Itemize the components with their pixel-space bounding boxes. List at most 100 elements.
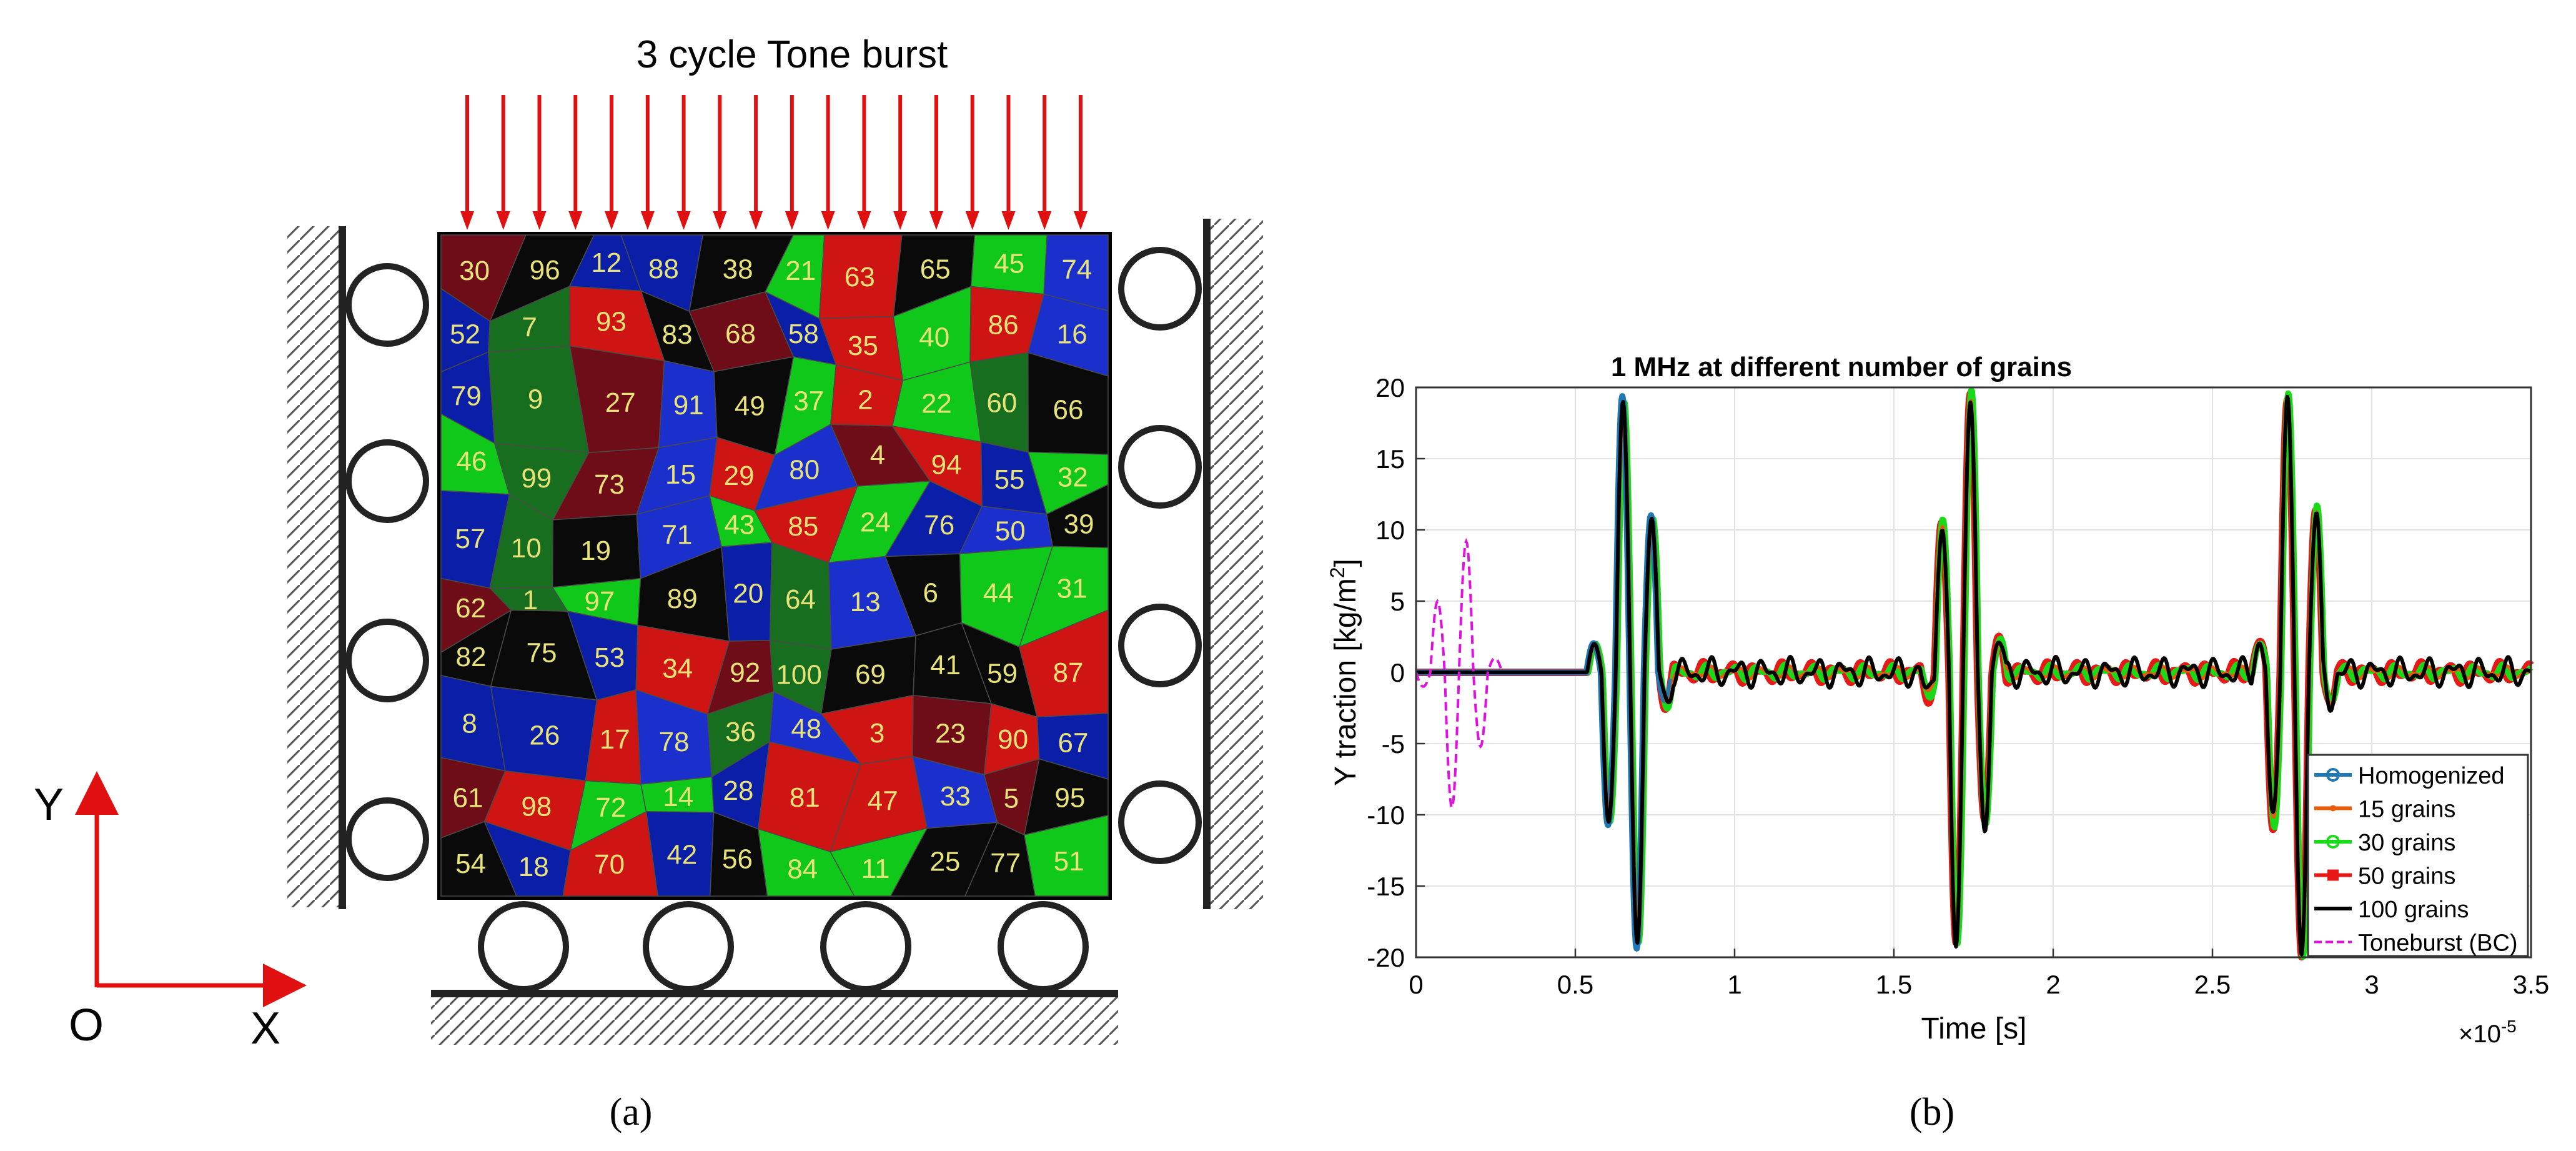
grain-label: 60	[986, 388, 1017, 419]
grain-label: 66	[1053, 394, 1083, 425]
legend-entry: 15 grains	[2314, 797, 2455, 823]
grain-label: 62	[455, 593, 486, 624]
grain-label: 16	[1057, 319, 1087, 350]
grain-label: 59	[987, 658, 1018, 689]
coordinate-axes: Y X O	[34, 771, 307, 1054]
x-tick-label: 1.5	[1876, 970, 1912, 999]
load-arrow	[568, 95, 583, 230]
grain-label: 88	[648, 254, 679, 284]
load-arrow	[496, 95, 510, 230]
grain-label: 36	[725, 717, 756, 747]
panel-b: 1 MHz at different number of grains 0 0.5…	[1326, 352, 2549, 1134]
grain-label: 80	[789, 455, 820, 486]
grain-label: 73	[594, 469, 625, 500]
grain-label: 21	[785, 256, 816, 286]
chart-title: 1 MHz at different number of grains	[1611, 352, 2072, 382]
grain-label: 27	[605, 387, 636, 418]
panel-a-title: 3 cycle Tone burst	[637, 33, 948, 76]
grain-label: 83	[662, 319, 693, 350]
load-arrow	[605, 95, 619, 230]
series-line-100-grains	[1415, 394, 2532, 957]
grain-label: 15	[665, 459, 696, 490]
load-arrow	[1038, 95, 1052, 230]
x-tick-label: 2.5	[2194, 970, 2231, 999]
grain-label: 89	[667, 584, 698, 614]
load-arrow	[532, 95, 547, 230]
grain-label: 10	[511, 533, 542, 564]
grain-label: 71	[662, 519, 693, 550]
x-tick-label: 0.5	[1557, 970, 1593, 999]
x-exponent-label: ×10-5	[2459, 1017, 2517, 1048]
grain-label: 5	[1004, 784, 1019, 814]
grain-label: 38	[723, 254, 753, 284]
grain-label: 72	[595, 792, 626, 823]
panel-a: 3 cycle Tone burst 30 96 12 88 38 21 63 65 45 745…	[34, 33, 1263, 1134]
grain-label: 14	[663, 782, 693, 812]
grain-label: 91	[673, 390, 704, 421]
legend-entry: 50 grains	[2314, 864, 2455, 890]
grain-label: 1	[523, 585, 538, 615]
axis-y-label: Y	[34, 780, 64, 830]
grain-label: 86	[988, 309, 1019, 340]
grain-label: 43	[724, 509, 755, 540]
grain-label: 26	[529, 720, 560, 750]
legend: Homogenized 15 grains 30 grains 50 grains 10…	[2307, 754, 2529, 957]
x-tick-label: 0	[1409, 970, 1423, 999]
grain-label: 82	[456, 642, 487, 672]
grain-label: 41	[930, 650, 961, 680]
grain-label: 98	[521, 792, 552, 822]
load-arrow	[821, 95, 835, 230]
right-support	[1118, 219, 1263, 909]
grain-label: 77	[990, 848, 1021, 879]
grain-label: 4	[870, 440, 885, 471]
legend-label: Homogenized	[2358, 763, 2504, 789]
grain-cell	[1023, 814, 1109, 897]
legend-label: 15 grains	[2358, 797, 2455, 823]
grain-label: 51	[1054, 846, 1084, 877]
grain-label: 31	[1057, 574, 1087, 604]
y-tick-label: 0	[1390, 658, 1405, 687]
grain-label: 17	[600, 724, 630, 755]
grain-label: 35	[848, 331, 878, 361]
grain-label: 93	[596, 307, 627, 337]
grain-label: 46	[456, 446, 487, 477]
grain-label: 34	[662, 653, 693, 684]
grain-label: 19	[580, 536, 611, 566]
series-line-toneburst-bc	[1415, 537, 1503, 812]
load-arrow	[713, 95, 727, 230]
grain-label: 61	[453, 782, 483, 813]
grain-label: 85	[788, 511, 818, 542]
y-tick-label: -5	[1382, 729, 1405, 759]
legend-entry: Homogenized	[2314, 763, 2504, 789]
legend-label: 50 grains	[2358, 864, 2455, 890]
grain-label: 96	[530, 255, 560, 286]
load-arrow	[749, 95, 763, 230]
grain-label: 42	[666, 840, 697, 870]
grain-label: 63	[845, 262, 875, 292]
grain-cells	[440, 234, 1109, 897]
grain-label: 24	[860, 507, 891, 538]
origin-label: O	[69, 1000, 104, 1050]
x-tick-label: 3.5	[2513, 970, 2549, 999]
grain-label: 6	[923, 578, 938, 609]
x-tick-label: 3	[2364, 970, 2379, 999]
load-arrow	[640, 95, 655, 230]
load-arrow	[1001, 95, 1016, 230]
load-arrow	[857, 95, 871, 230]
grain-label: 100	[776, 659, 821, 690]
grain-label: 78	[659, 727, 690, 757]
grain-label: 53	[594, 642, 625, 673]
y-tick-label: 15	[1375, 444, 1405, 474]
load-arrow	[785, 95, 799, 230]
grain-label: 54	[455, 849, 486, 879]
grain-label: 25	[929, 846, 960, 877]
y-tick-label: 10	[1375, 516, 1405, 545]
y-axis-label-superscript: 2	[1326, 567, 1349, 578]
grain-label: 28	[723, 775, 753, 806]
legend-entry: 30 grains	[2314, 830, 2455, 856]
grain-label: 40	[919, 322, 949, 352]
grain-label: 18	[518, 852, 549, 882]
load-arrow	[929, 95, 943, 230]
